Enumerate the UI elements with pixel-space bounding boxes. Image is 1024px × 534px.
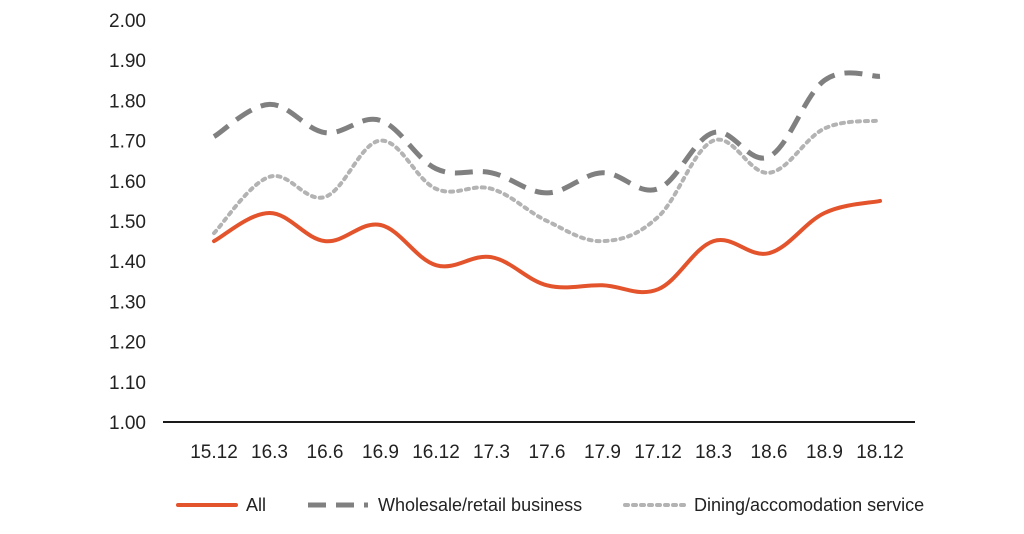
x-tick-label: 16.3 bbox=[251, 442, 288, 463]
y-tick-label: 1.60 bbox=[109, 172, 146, 193]
x-tick-label: 16.6 bbox=[307, 442, 344, 463]
series-line-1 bbox=[212, 70, 881, 196]
legend: All Wholesale/retail business Dining/accom… bbox=[176, 495, 924, 515]
x-tick-label: 17.3 bbox=[473, 442, 510, 463]
x-tick-label: 18.6 bbox=[751, 442, 788, 463]
y-axis-tick-labels: 1.00 1.10 1.20 1.30 1.40 1.50 1.60 1.70 1.80 1.90… bbox=[109, 11, 146, 434]
x-tick-label: 16.9 bbox=[362, 442, 399, 463]
series-line-2 bbox=[212, 118, 882, 244]
y-tick-label: 1.50 bbox=[109, 212, 146, 233]
y-tick-label: 1.10 bbox=[109, 373, 146, 394]
y-tick-label: 1.00 bbox=[109, 413, 146, 434]
series-line-0 bbox=[212, 198, 882, 295]
x-tick-label: 17.12 bbox=[634, 442, 682, 463]
y-tick-label: 1.70 bbox=[109, 132, 146, 153]
y-tick-label: 1.90 bbox=[109, 51, 146, 72]
x-tick-label: 16.12 bbox=[412, 442, 460, 463]
x-tick-label: 18.12 bbox=[856, 442, 904, 463]
y-tick-label: 1.20 bbox=[109, 333, 146, 354]
series-lines bbox=[212, 70, 882, 295]
y-tick-label: 1.80 bbox=[109, 91, 146, 112]
x-tick-label: 17.9 bbox=[584, 442, 621, 463]
legend-label-1: Wholesale/retail business bbox=[378, 495, 582, 515]
y-tick-label: 1.40 bbox=[109, 252, 146, 273]
legend-label-0: All bbox=[246, 495, 266, 515]
y-tick-label: 1.30 bbox=[109, 292, 146, 313]
legend-label-2: Dining/accomodation service bbox=[694, 495, 924, 515]
x-axis-tick-labels: 15.12 16.3 16.6 16.9 16.12 17.3 17.6 17.9 17.12 1… bbox=[190, 442, 904, 463]
x-tick-label: 17.6 bbox=[529, 442, 566, 463]
x-tick-label: 18.3 bbox=[695, 442, 732, 463]
x-tick-label: 15.12 bbox=[190, 442, 238, 463]
y-tick-label: 2.00 bbox=[109, 11, 146, 32]
x-tick-label: 18.9 bbox=[806, 442, 843, 463]
